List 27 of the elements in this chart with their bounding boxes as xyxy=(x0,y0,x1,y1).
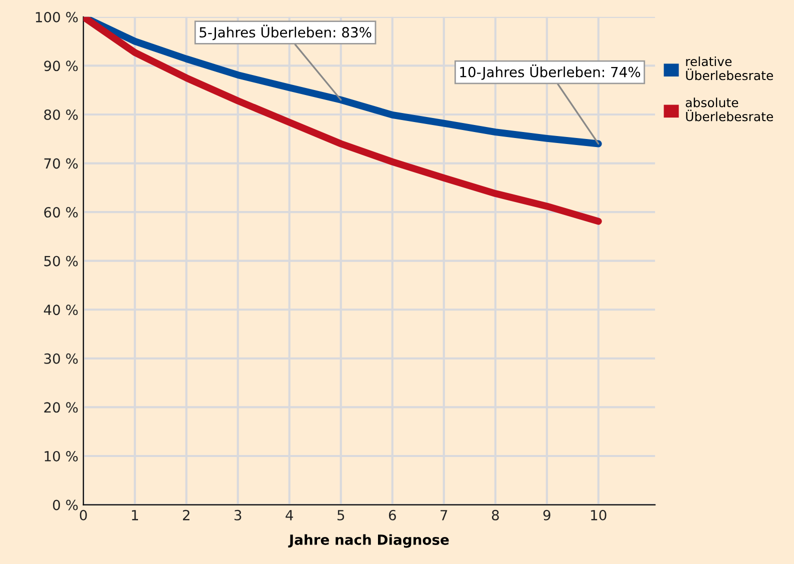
y-tick-label: 20 % xyxy=(44,402,78,413)
legend-label: absolute Überlebesrate xyxy=(686,98,773,122)
y-tick-label: 50 % xyxy=(44,256,78,266)
y-tick-label: 10 % xyxy=(44,450,78,462)
y-tick-label: 100 % xyxy=(36,12,78,22)
y-tick-label: 60 % xyxy=(44,207,78,218)
y-tick-label: 70 % xyxy=(44,158,78,169)
x-tick-label: 1 xyxy=(132,510,138,520)
x-axis-title: Jahre nach Diagnose xyxy=(288,534,449,548)
y-tick-label: 40 % xyxy=(44,304,78,316)
x-tick-label: 10 xyxy=(591,510,606,520)
y-tick-label: 30 % xyxy=(44,353,78,364)
x-tick-label: 7 xyxy=(440,510,448,520)
x-tick-label: 8 xyxy=(492,510,499,520)
x-tick-label: 6 xyxy=(388,510,396,520)
annotation: 5-Jahres Überleben: 83% xyxy=(200,24,372,40)
x-tick-label: 4 xyxy=(286,510,294,520)
x-tick-label: 2 xyxy=(182,510,190,520)
x-tick-label: 3 xyxy=(234,510,242,520)
annotation: 10-Jahres Überleben: 74% xyxy=(460,64,640,80)
x-tick-label: 0 xyxy=(80,510,87,520)
x-tick-label: 5 xyxy=(338,510,344,520)
y-tick-label: 80 % xyxy=(44,109,78,120)
legend-label: relative Überlebesrate xyxy=(686,56,773,80)
y-tick-label: 0 % xyxy=(52,500,78,510)
y-tick-label: 90 % xyxy=(44,60,78,72)
x-tick-label: 9 xyxy=(543,510,550,520)
